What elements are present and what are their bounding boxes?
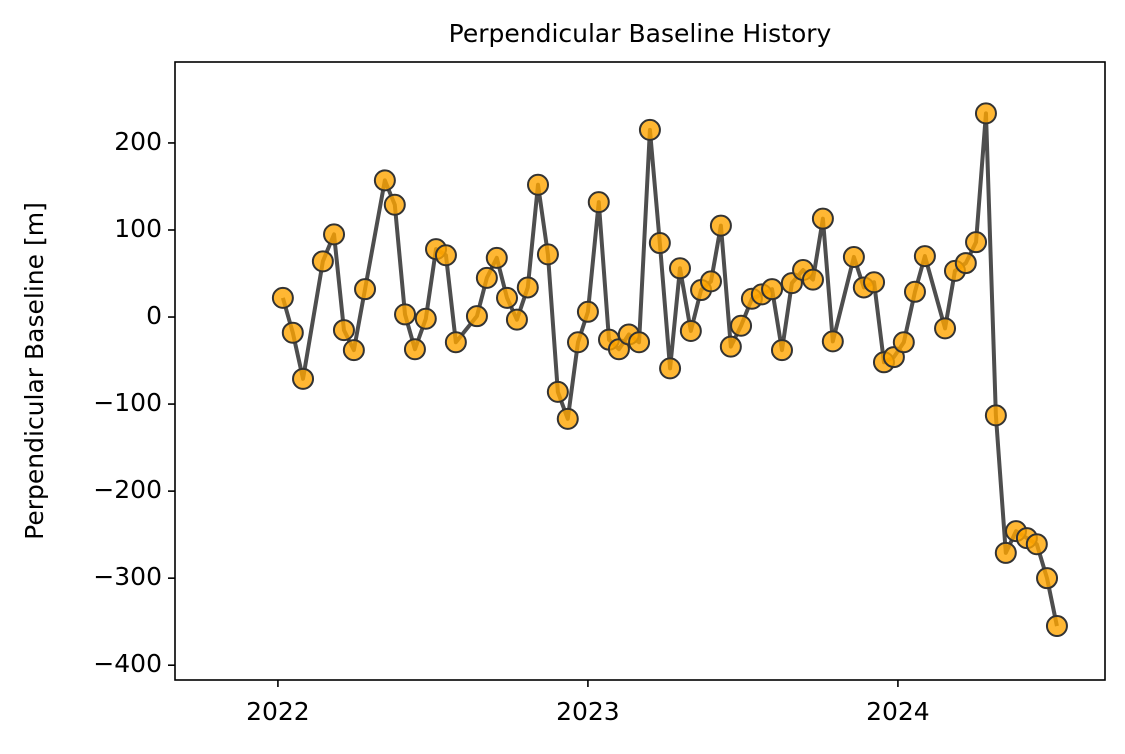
data-point bbox=[934, 317, 957, 340]
data-point bbox=[730, 314, 753, 337]
data-point bbox=[403, 338, 426, 361]
y-tick-label: −400 bbox=[93, 649, 162, 678]
data-point bbox=[567, 331, 589, 354]
y-tick-label: 0 bbox=[146, 301, 162, 330]
y-tick-label: −100 bbox=[93, 388, 162, 417]
data-point bbox=[496, 286, 519, 309]
data-point bbox=[801, 268, 824, 291]
data-point bbox=[761, 278, 784, 301]
data-point bbox=[505, 308, 528, 331]
data-point bbox=[465, 305, 488, 328]
data-point bbox=[965, 231, 988, 254]
data-point bbox=[1045, 615, 1068, 638]
y-tick-label: 200 bbox=[114, 127, 162, 156]
data-point bbox=[892, 331, 915, 354]
data-point bbox=[903, 280, 926, 303]
data-point bbox=[587, 191, 610, 214]
data-point bbox=[332, 319, 355, 342]
data-point bbox=[373, 169, 396, 192]
data-point bbox=[994, 541, 1017, 564]
data-point bbox=[414, 307, 437, 330]
data-point bbox=[556, 407, 579, 430]
data-point bbox=[527, 173, 550, 196]
data-point bbox=[719, 335, 742, 358]
data-point bbox=[281, 321, 304, 344]
data-point bbox=[699, 270, 722, 293]
data-point bbox=[475, 266, 498, 289]
data-point bbox=[342, 339, 365, 362]
y-axis-label: Perpendicular Baseline [m] bbox=[20, 202, 49, 540]
data-point bbox=[576, 300, 599, 323]
data-point bbox=[394, 303, 417, 326]
chart-title: Perpendicular Baseline History bbox=[449, 19, 832, 48]
data-point bbox=[811, 207, 834, 230]
data-point bbox=[546, 380, 569, 403]
data-point bbox=[628, 331, 651, 354]
data-point bbox=[354, 278, 377, 301]
data-point bbox=[536, 243, 559, 266]
data-point bbox=[954, 252, 977, 275]
data-point bbox=[709, 214, 732, 237]
data-point bbox=[516, 276, 539, 299]
data-point bbox=[842, 245, 865, 268]
data-point bbox=[311, 250, 334, 273]
data-point bbox=[659, 357, 682, 380]
data-point bbox=[648, 232, 671, 255]
data-point bbox=[913, 245, 936, 268]
data-point bbox=[974, 102, 997, 125]
data-point bbox=[863, 271, 886, 294]
data-point bbox=[323, 223, 346, 246]
data-point bbox=[679, 319, 702, 342]
x-tick-label: 2022 bbox=[246, 697, 310, 726]
plot-frame bbox=[174, 61, 1106, 681]
data-point bbox=[292, 367, 315, 390]
data-point bbox=[271, 286, 294, 309]
data-point bbox=[434, 244, 457, 267]
data-point bbox=[821, 330, 844, 353]
data-point bbox=[485, 246, 508, 269]
x-tick-label: 2024 bbox=[866, 697, 930, 726]
data-point bbox=[383, 193, 406, 216]
data-point bbox=[444, 331, 467, 354]
data-point bbox=[638, 118, 661, 141]
y-tick-label: −200 bbox=[93, 475, 162, 504]
data-point bbox=[770, 339, 793, 362]
data-point bbox=[1025, 533, 1048, 556]
data-point bbox=[1036, 567, 1059, 590]
x-tick-label: 2023 bbox=[556, 697, 620, 726]
y-tick-label: −300 bbox=[93, 562, 162, 591]
data-point bbox=[984, 404, 1007, 427]
data-point bbox=[668, 257, 691, 280]
y-tick-label: 100 bbox=[114, 214, 162, 243]
